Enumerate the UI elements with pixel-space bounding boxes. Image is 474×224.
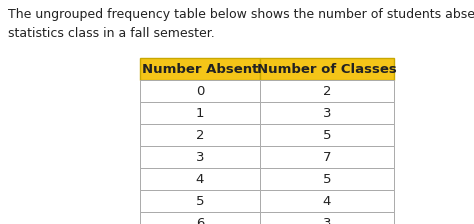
Text: 3: 3 <box>323 217 331 224</box>
Text: 3: 3 <box>196 151 204 164</box>
Bar <box>140 168 260 190</box>
Text: 0: 0 <box>196 84 204 97</box>
Text: 7: 7 <box>323 151 331 164</box>
Bar <box>260 58 394 80</box>
Bar <box>140 146 260 168</box>
Bar <box>140 58 260 80</box>
Bar <box>140 80 260 102</box>
Text: 5: 5 <box>323 172 331 185</box>
Bar <box>140 102 260 124</box>
Bar <box>260 80 394 102</box>
Text: 6: 6 <box>196 217 204 224</box>
Bar <box>260 168 394 190</box>
Bar <box>140 190 260 212</box>
Text: Number Absent: Number Absent <box>142 62 258 75</box>
Text: 5: 5 <box>323 129 331 142</box>
Text: Number of Classes: Number of Classes <box>257 62 397 75</box>
Text: 2: 2 <box>196 129 204 142</box>
Bar <box>140 212 260 224</box>
Bar <box>140 124 260 146</box>
Bar <box>260 212 394 224</box>
Text: The ungrouped frequency table below shows the number of students absent in a
sta: The ungrouped frequency table below show… <box>8 8 474 40</box>
Text: 5: 5 <box>196 194 204 207</box>
Bar <box>260 124 394 146</box>
Text: 4: 4 <box>323 194 331 207</box>
Text: 1: 1 <box>196 106 204 119</box>
Text: 2: 2 <box>323 84 331 97</box>
Text: 3: 3 <box>323 106 331 119</box>
Bar <box>260 102 394 124</box>
Bar <box>260 146 394 168</box>
Text: 4: 4 <box>196 172 204 185</box>
Bar <box>260 190 394 212</box>
